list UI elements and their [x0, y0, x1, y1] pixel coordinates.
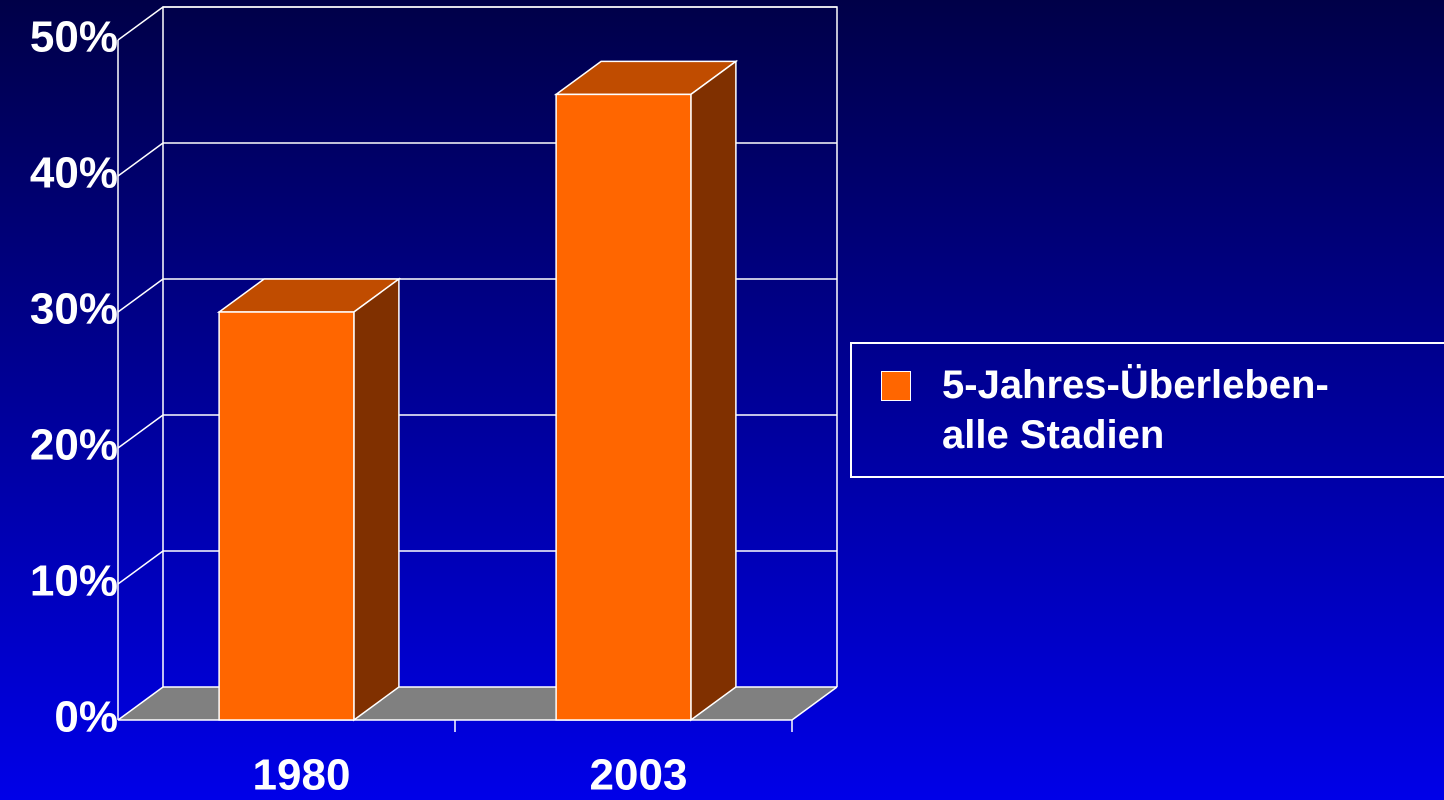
bar [218, 311, 355, 721]
y-tick-label: 40% [30, 149, 118, 198]
grid-line-side [117, 142, 164, 177]
grid-line-side [117, 278, 164, 313]
y-tick-label: 30% [30, 285, 118, 334]
legend-label: 5-Jahres-Überleben- alle Stadien [942, 363, 1329, 457]
bar [555, 93, 692, 721]
bar-side [353, 277, 400, 722]
y-tick-label: 50% [30, 13, 118, 62]
y-tick-label: 10% [30, 557, 118, 606]
grid-line-side [117, 550, 164, 585]
legend: 5-Jahres-Überleben- alle Stadien [850, 342, 1444, 478]
y-tick-label: 20% [30, 421, 118, 470]
x-tick-label: 1980 [253, 751, 351, 800]
bar-side [690, 59, 737, 722]
grid-line-side [117, 414, 164, 449]
grid-line-side [117, 686, 164, 721]
x-tick-label: 2003 [590, 751, 688, 800]
grid-line-side [117, 6, 164, 41]
y-tick-label: 0% [54, 693, 118, 742]
legend-swatch [881, 371, 911, 401]
x-axis-side [791, 686, 838, 721]
